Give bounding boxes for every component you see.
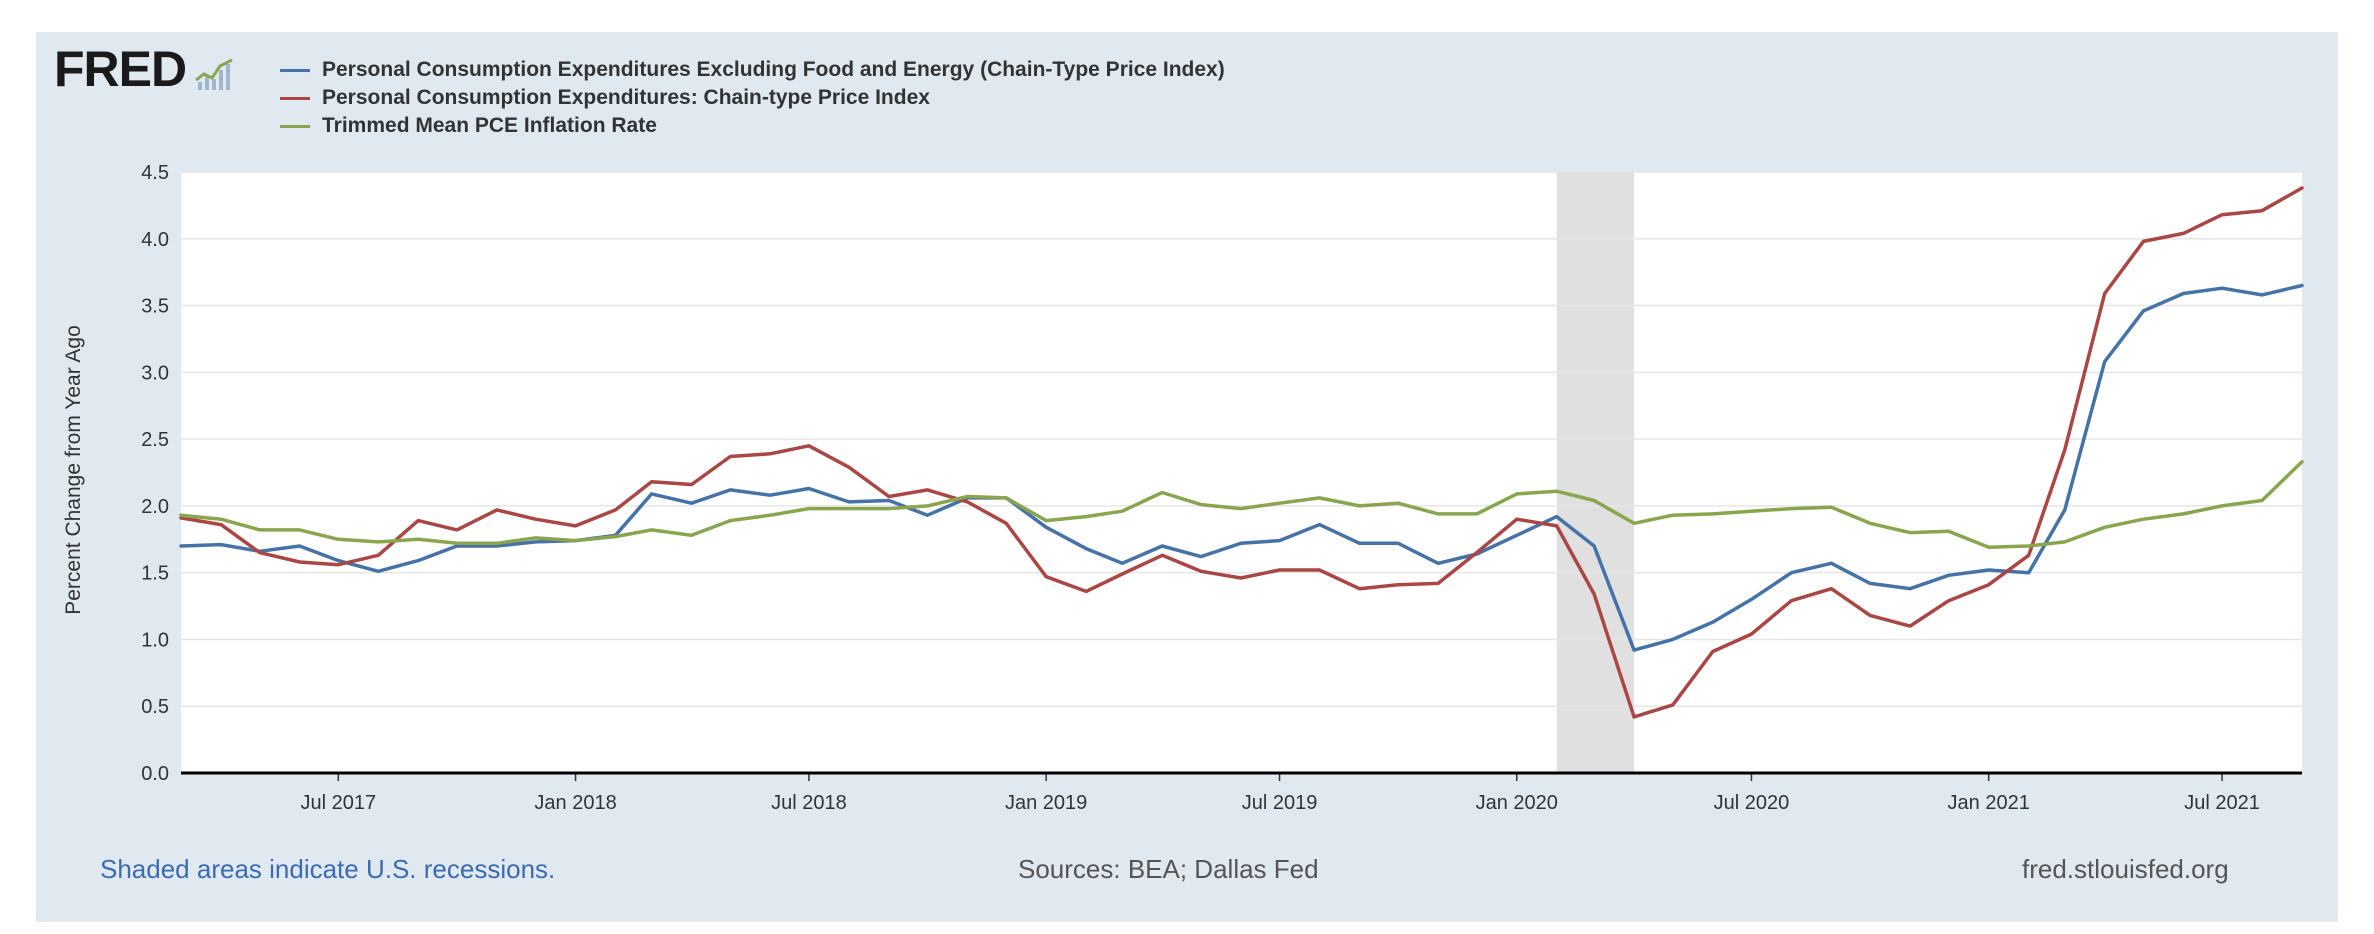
fred-logo[interactable]: FRED <box>54 41 237 97</box>
y-tick-label: 1.5 <box>141 563 169 585</box>
x-tick-label: Jan 2020 <box>1476 792 1558 814</box>
legend-item[interactable]: Trimmed Mean PCE Inflation Rate <box>280 112 1225 140</box>
legend-item[interactable]: Personal Consumption Expenditures Exclud… <box>280 56 1225 84</box>
x-tick-label: Jul 2020 <box>1714 792 1790 814</box>
legend-item[interactable]: Personal Consumption Expenditures: Chain… <box>280 84 1225 112</box>
sources-text: Sources: BEA; Dallas Fed <box>1018 854 1319 884</box>
x-tick-label: Jan 2021 <box>1948 792 2030 814</box>
series-line <box>179 460 2304 550</box>
y-tick-label: 3.0 <box>141 362 169 384</box>
chart-line-icon <box>194 56 237 92</box>
y-tick-label: 0.5 <box>141 696 169 718</box>
x-tick-label: Jan 2018 <box>534 792 616 814</box>
chart-legend: Personal Consumption Expenditures Exclud… <box>280 56 1225 140</box>
fred-site-link[interactable]: fred.stlouisfed.org <box>2022 854 2229 884</box>
y-tick-label: 4.0 <box>141 229 169 251</box>
legend-label: Personal Consumption Expenditures: Chain… <box>322 86 930 109</box>
legend-label: Trimmed Mean PCE Inflation Rate <box>322 114 657 137</box>
x-tick-label: Jul 2021 <box>2184 792 2260 814</box>
plot-area <box>181 172 2302 773</box>
recession-note-link[interactable]: Shaded areas indicate U.S. recessions. <box>100 854 556 884</box>
series-line <box>179 283 2304 652</box>
y-tick-label: 2.0 <box>141 496 169 518</box>
x-tick-label: Jul 2017 <box>300 792 376 814</box>
x-tick-label: Jul 2018 <box>771 792 847 814</box>
y-tick-label: 0.0 <box>141 763 169 785</box>
series-line <box>179 186 2304 719</box>
legend-label: Personal Consumption Expenditures Exclud… <box>322 58 1225 81</box>
y-tick-label: 4.5 <box>141 162 169 184</box>
legend-swatch <box>280 68 310 72</box>
x-tick-label: Jul 2019 <box>1242 792 1318 814</box>
y-tick-label: 1.0 <box>141 629 169 651</box>
fred-logo-text: FRED <box>54 41 187 97</box>
legend-swatch <box>280 124 310 128</box>
x-tick-label: Jan 2019 <box>1005 792 1087 814</box>
legend-swatch <box>280 96 310 100</box>
y-tick-label: 3.5 <box>141 296 169 318</box>
y-tick-label: 2.5 <box>141 429 169 451</box>
